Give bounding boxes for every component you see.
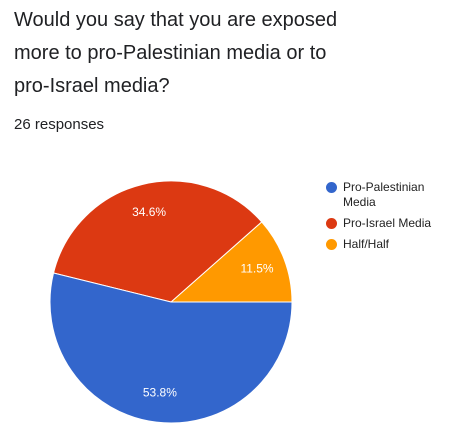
legend-label: Pro-Palestinian Media [343,180,425,209]
legend-item: Pro-Palestinian Media [326,180,451,210]
slice-label: 34.6% [132,205,166,219]
legend-swatch [326,218,337,229]
pie-slice [52,180,263,303]
legend-item: Half/Half [326,237,451,252]
legend-swatch [326,239,337,250]
legend-label: Pro-Israel Media [343,216,432,230]
slice-label: 53.8% [143,385,177,399]
pie-slice [169,221,293,303]
chart-title: Would you say that you are exposed more … [14,9,338,97]
legend-swatch [326,182,337,193]
pie-slice [49,272,293,424]
legend-item: Pro-Israel Media [326,216,451,231]
legend-label: Half/Half [343,237,390,251]
chart-subtitle: 26 responses [14,116,105,133]
legend: Pro-Palestinian Media Pro-Israel Media Hal… [326,180,451,258]
slice-label: 11.5% [240,262,273,276]
